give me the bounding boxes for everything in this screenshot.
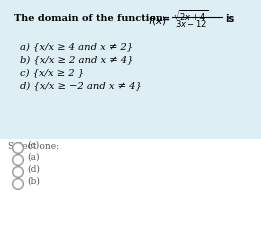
Text: c) {x/x ≥ 2 }: c) {x/x ≥ 2 }: [20, 68, 84, 77]
Circle shape: [13, 167, 23, 178]
Text: (d): (d): [27, 164, 40, 173]
Text: (b): (b): [27, 176, 40, 185]
Text: a) {x/x ≥ 4 and x ≠ 2}: a) {x/x ≥ 4 and x ≠ 2}: [20, 42, 133, 51]
Circle shape: [14, 156, 22, 164]
Text: $\mathit{f}(\mathit{x})$: $\mathit{f}(\mathit{x})$: [148, 14, 167, 27]
Text: =: =: [162, 14, 170, 24]
FancyBboxPatch shape: [0, 0, 261, 139]
Text: The domain of the function: The domain of the function: [14, 14, 166, 23]
Text: d) {x/x ≥ −2 and x ≠ 4}: d) {x/x ≥ −2 and x ≠ 4}: [20, 81, 142, 90]
Circle shape: [14, 144, 22, 152]
Text: Select one:: Select one:: [8, 141, 59, 150]
Text: (a): (a): [27, 152, 39, 161]
Circle shape: [13, 155, 23, 166]
Circle shape: [13, 179, 23, 190]
Text: is: is: [225, 14, 234, 24]
Text: (c): (c): [27, 140, 39, 149]
Circle shape: [14, 168, 22, 176]
Circle shape: [13, 143, 23, 154]
FancyBboxPatch shape: [0, 139, 261, 231]
Text: $3x-12$: $3x-12$: [175, 18, 207, 29]
Circle shape: [14, 180, 22, 188]
Text: $\sqrt{2x+4}$: $\sqrt{2x+4}$: [173, 8, 208, 22]
Text: b) {x/x ≥ 2 and x ≠ 4}: b) {x/x ≥ 2 and x ≠ 4}: [20, 55, 133, 64]
